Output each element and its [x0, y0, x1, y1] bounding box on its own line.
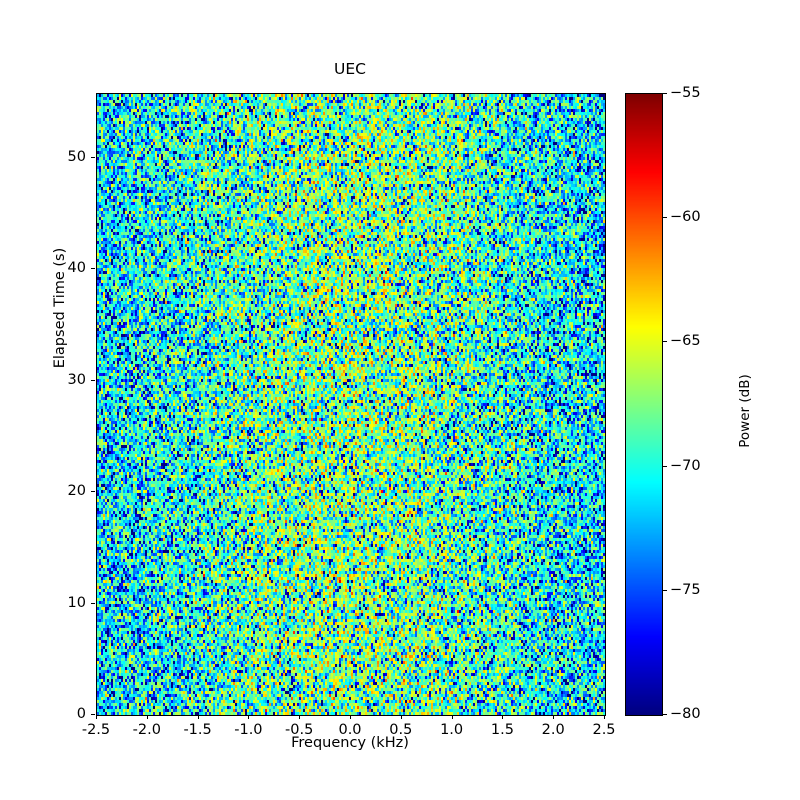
x-axis-tick — [451, 715, 453, 719]
x-axis-label: Frequency (kHz) — [291, 735, 409, 751]
x-axis-tick-label: 2.5 — [592, 722, 616, 738]
x-axis-tick-label: -0.5 — [285, 722, 314, 738]
colorbar-gradient-canvas — [626, 94, 662, 715]
x-axis-tick — [400, 715, 402, 719]
x-axis-tick-label: 1.0 — [440, 722, 464, 738]
y-axis-tick-label: 0 — [76, 706, 86, 722]
x-axis-tick-label: -1.0 — [234, 722, 263, 738]
title-station: UEC — [334, 60, 366, 78]
x-axis-tick — [299, 715, 301, 719]
x-axis-tick — [553, 715, 555, 719]
colorbar-tick-label: −60 — [670, 209, 701, 226]
y-axis-tick-label: 20 — [67, 483, 86, 500]
y-axis-tick-label: 50 — [67, 148, 86, 165]
y-axis-tick — [91, 379, 95, 381]
colorbar-tick-label: −70 — [670, 457, 701, 474]
x-axis-tick — [146, 715, 148, 719]
spectrogram-canvas — [97, 94, 605, 715]
x-axis-tick-label: -1.5 — [183, 722, 212, 738]
colorbar-tick — [663, 341, 667, 343]
x-axis-tick-label: 2.0 — [541, 722, 565, 738]
colorbar-tick-label: −75 — [670, 581, 701, 598]
x-axis-tick — [604, 715, 605, 719]
colorbar-tick — [663, 93, 667, 94]
y-axis-tick-label: 10 — [67, 594, 86, 611]
colorbar-tick-label: −65 — [670, 333, 701, 350]
x-axis-tick — [350, 715, 351, 719]
x-axis-tick-label: -2.0 — [132, 722, 161, 738]
colorbar-label: Power (dB) — [737, 374, 753, 448]
spectrogram-plot-area — [96, 93, 606, 716]
x-axis-tick — [96, 715, 97, 719]
x-axis-tick-label: 0.0 — [338, 722, 362, 738]
y-axis-tick — [91, 714, 95, 715]
y-axis-tick-label: 30 — [67, 371, 86, 388]
x-axis-tick — [502, 715, 504, 719]
x-axis-tick-label: -2.5 — [81, 722, 111, 738]
x-axis-tick — [248, 715, 250, 719]
y-axis-label: Elapsed Time (s) — [52, 247, 68, 369]
colorbar-tick — [663, 589, 667, 591]
y-axis-tick-label: 40 — [67, 260, 86, 277]
y-axis-tick — [91, 156, 95, 158]
colorbar-tick — [663, 714, 667, 715]
x-axis-tick-label: 0.5 — [389, 722, 413, 738]
colorbar-tick-label: −80 — [670, 706, 701, 722]
colorbar-tick — [663, 465, 667, 467]
colorbar-tick-label: −55 — [670, 85, 701, 101]
y-axis-tick — [91, 602, 95, 604]
x-axis-tick — [197, 715, 199, 719]
x-axis-tick-label: 1.5 — [490, 722, 514, 738]
colorbar — [625, 93, 663, 716]
y-axis-tick — [91, 268, 95, 270]
y-axis-tick — [91, 491, 95, 493]
colorbar-tick — [663, 217, 667, 219]
